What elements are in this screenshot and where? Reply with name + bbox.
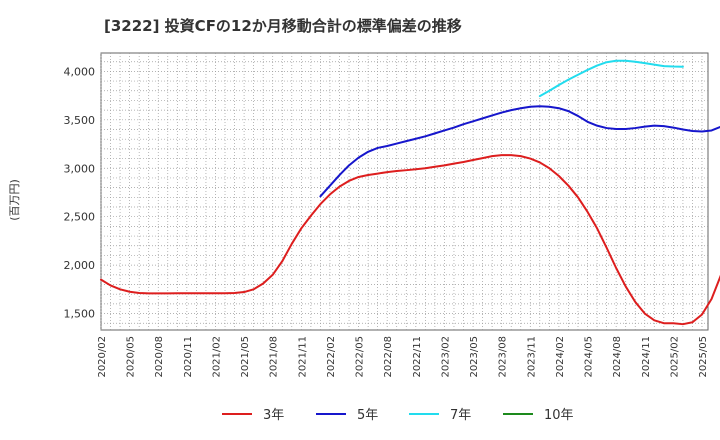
series-line-3年 [100, 154, 720, 326]
y-axis-label: (百万円) [8, 179, 21, 221]
x-tick-label: 2025/05 [698, 336, 709, 378]
x-tick-label: 2024/11 [641, 336, 652, 378]
y-tick-label: 3,000 [64, 162, 96, 175]
series-line-7年 [538, 59, 684, 98]
legend-label: 3年 [263, 408, 284, 423]
y-tick-labels: 1,500 2,000 2,500 3,000 3,500 4,000 [64, 65, 96, 320]
x-tick-label: 2020/05 [126, 336, 137, 378]
x-tick-label: 2021/08 [269, 336, 280, 378]
x-tick-label: 2021/02 [211, 336, 222, 378]
x-tick-label: 2022/08 [383, 336, 394, 378]
plot-area [100, 52, 709, 331]
series-line-5年 [319, 105, 720, 198]
legend-label: 7年 [450, 408, 471, 423]
x-tick-label: 2023/05 [469, 336, 480, 378]
y-tick-label: 4,000 [64, 65, 96, 78]
y-tick-label: 2,500 [64, 211, 96, 224]
x-tick-label: 2020/02 [97, 336, 108, 378]
y-tick-label: 2,000 [64, 259, 96, 272]
legend-label: 5年 [357, 408, 378, 423]
x-tick-label: 2020/11 [183, 336, 194, 378]
legend-label: 10年 [544, 408, 574, 423]
x-tick-label: 2022/05 [355, 336, 366, 378]
x-tick-label: 2024/02 [555, 336, 566, 378]
x-tick-label: 2023/11 [526, 336, 537, 378]
grid-lines [100, 53, 708, 330]
x-tick-label: 2021/05 [240, 336, 251, 378]
x-tick-label: 2020/08 [154, 336, 165, 378]
x-tick-label: 2021/11 [297, 336, 308, 378]
series-lines [100, 59, 720, 326]
x-tick-labels: 2020/02 2020/05 2020/08 2020/11 2021/02 2021/… [97, 336, 709, 378]
chart-title: [3222] 投資CFの12か月移動合計の標準偏差の推移 [104, 17, 462, 35]
legend: 3年 5年 7年 10年 [222, 408, 574, 423]
x-tick-label: 2025/02 [669, 336, 680, 378]
x-tick-label: 2023/02 [440, 336, 451, 378]
x-tick-label: 2022/11 [412, 336, 423, 378]
x-tick-label: 2024/05 [584, 336, 595, 378]
y-tick-label: 1,500 [64, 308, 96, 321]
x-tick-label: 2023/08 [498, 336, 509, 378]
y-tick-label: 3,500 [64, 114, 96, 127]
x-tick-label: 2024/08 [612, 336, 623, 378]
x-tick-label: 2022/02 [326, 336, 337, 378]
